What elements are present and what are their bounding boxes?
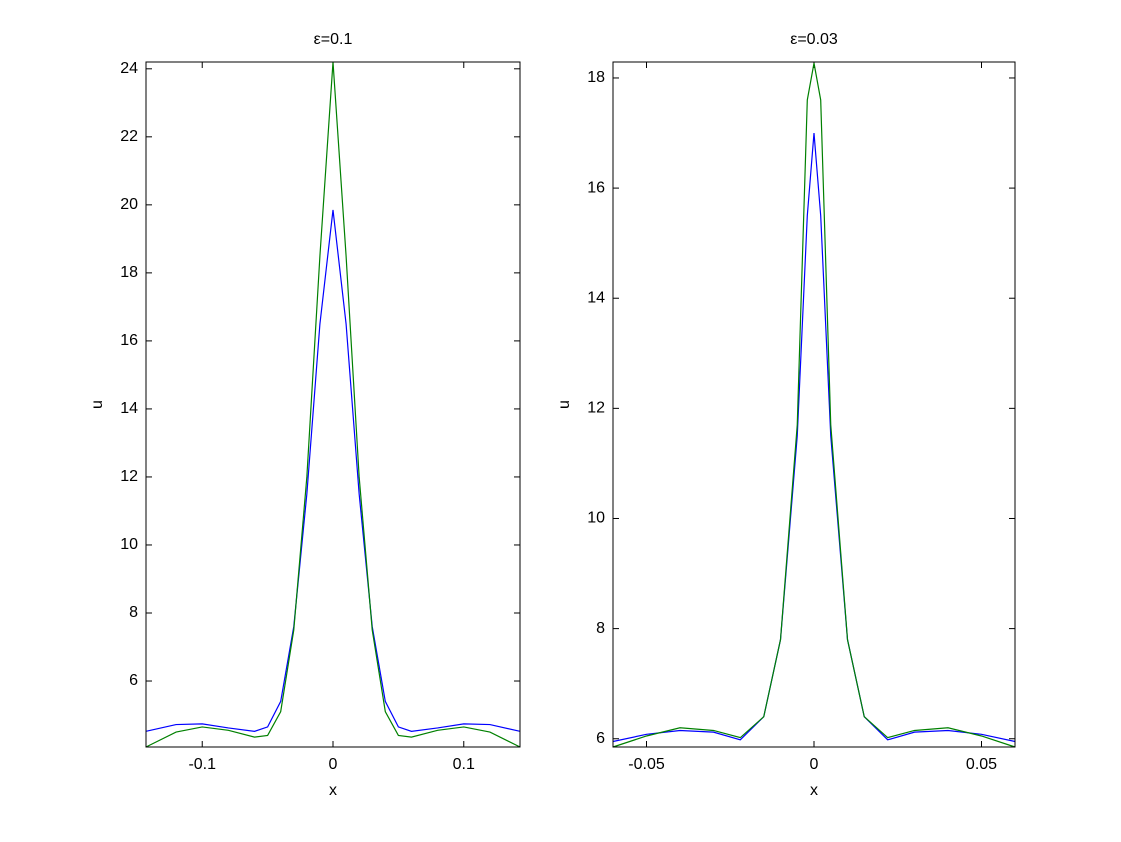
y-tick-label: 12 (587, 400, 605, 417)
x-tick-label: 0.1 (453, 756, 475, 773)
y-tick-label: 24 (120, 60, 138, 77)
chart-title: ε=0.03 (790, 31, 838, 48)
y-tick-label: 6 (596, 730, 605, 747)
line-series (145, 209, 521, 732)
y-tick-label: 16 (587, 179, 605, 196)
x-tick-label: 0.05 (966, 756, 997, 773)
line-series (612, 132, 1016, 743)
x-tick-label: -0.05 (628, 756, 665, 773)
y-tick-label: 6 (129, 672, 138, 689)
y-tick-label: 16 (120, 332, 138, 349)
y-tick-label: 8 (596, 620, 605, 637)
axes-box (145, 61, 521, 748)
chart-title: ε=0.1 (314, 31, 353, 48)
y-tick-label: 12 (120, 468, 138, 485)
x-axis-label: x (329, 782, 337, 799)
y-tick-label: 20 (120, 196, 138, 213)
y-tick-label: 18 (587, 69, 605, 86)
x-tick-label: 0 (810, 756, 819, 773)
line-series (612, 62, 1016, 748)
y-tick-label: 8 (129, 604, 138, 621)
y-tick-label: 14 (587, 289, 605, 306)
x-axis-label: x (810, 782, 818, 799)
x-tick-label: 0 (329, 756, 338, 773)
y-tick-label: 14 (120, 400, 138, 417)
x-tick-label: -0.1 (188, 756, 216, 773)
y-axis-label: u (556, 400, 573, 409)
y-tick-label: 22 (120, 128, 138, 145)
y-tick-label: 18 (120, 264, 138, 281)
line-series (145, 61, 521, 748)
axes-box (612, 61, 1016, 748)
y-tick-label: 10 (120, 536, 138, 553)
y-axis-label: u (89, 400, 106, 409)
y-tick-label: 10 (587, 510, 605, 527)
